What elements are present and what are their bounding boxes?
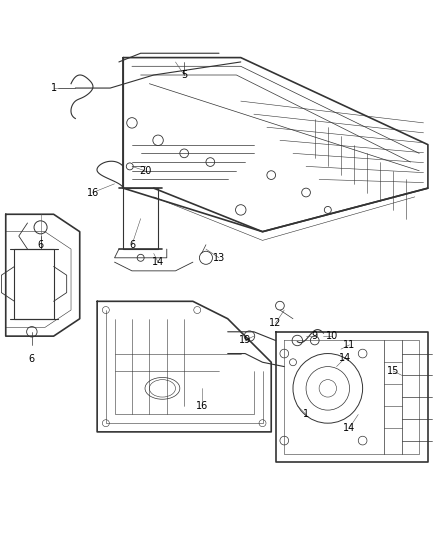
Text: 5: 5: [181, 70, 187, 80]
Bar: [123, 188, 158, 249]
Text: 20: 20: [139, 166, 151, 176]
Text: 9: 9: [312, 331, 318, 341]
Text: 15: 15: [387, 366, 399, 376]
Text: 13: 13: [213, 253, 225, 263]
Text: 14: 14: [339, 353, 351, 363]
Text: 14: 14: [152, 257, 164, 267]
Text: 12: 12: [269, 318, 282, 328]
Bar: [14, 249, 53, 319]
Text: 10: 10: [326, 331, 338, 341]
Text: 6: 6: [29, 353, 35, 364]
Text: 1: 1: [303, 409, 309, 419]
Text: 16: 16: [195, 401, 208, 411]
Text: 1: 1: [50, 83, 57, 93]
Text: 6: 6: [129, 240, 135, 250]
Text: 11: 11: [343, 340, 356, 350]
Text: 14: 14: [343, 423, 356, 433]
Text: 6: 6: [38, 240, 44, 250]
Text: 16: 16: [87, 188, 99, 198]
Text: 19: 19: [239, 335, 251, 345]
